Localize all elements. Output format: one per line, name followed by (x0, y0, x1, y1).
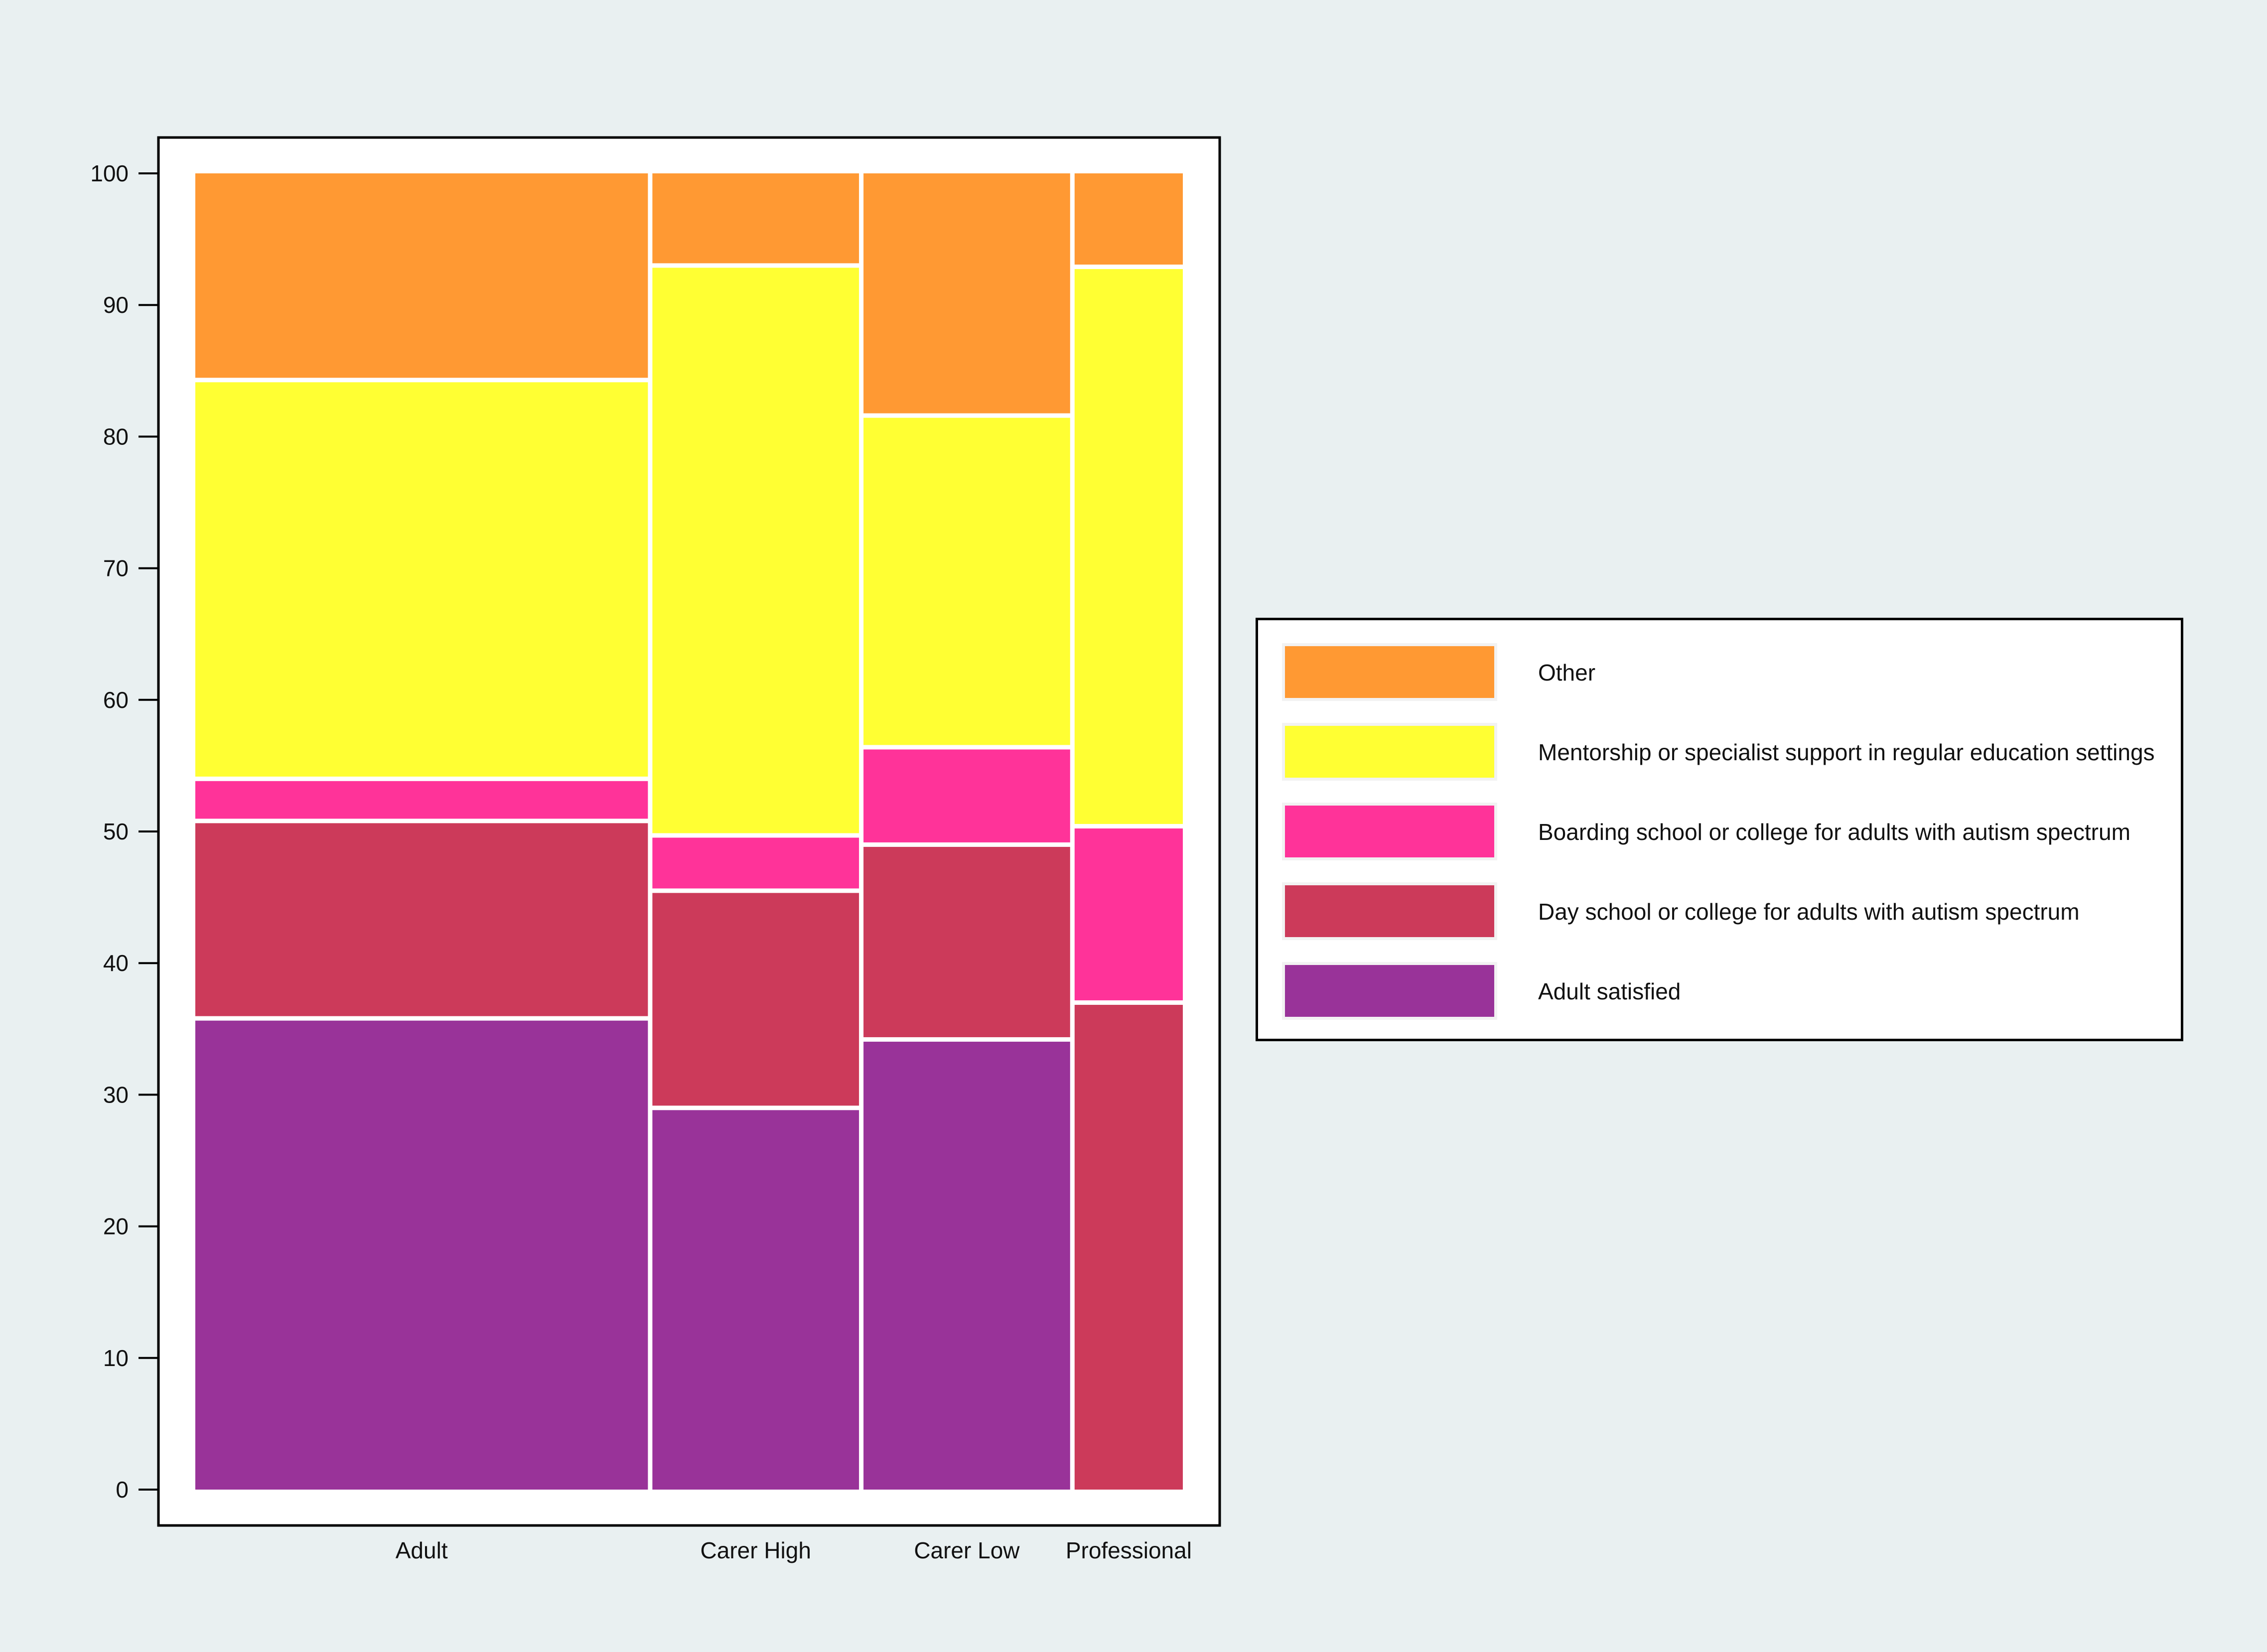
legend-label: Mentorship or specialist support in regu… (1538, 739, 2155, 765)
tile-adult-boarding-school-or-college-for-adults-with-autism-spectrum (195, 781, 648, 819)
tile-carer-low-boarding-school-or-college-for-adults-with-autism-spectrum (863, 749, 1070, 842)
tile-carer-low-mentorship-or-specialist-support-in-regular-education-settings (863, 417, 1070, 745)
tile-professional-day-school-or-college-for-adults-with-autism-spectrum (1074, 1004, 1183, 1490)
legend-item-adult-satisfied: Adult satisfied (1282, 962, 2169, 1022)
y-tick-label-20: 20 (103, 1214, 129, 1239)
y-tick-label-60: 60 (103, 687, 129, 713)
legend-swatch (1282, 643, 1497, 701)
tile-carer-high-adult-satisfied (652, 1110, 859, 1490)
y-tick-label-90: 90 (103, 292, 129, 318)
x-tick-label-carer-high: Carer High (701, 1537, 811, 1563)
tile-carer-low-adult-satisfied (863, 1041, 1070, 1490)
mosaic-tiles (195, 173, 1183, 1490)
x-tick-label-professional: Professional (1066, 1537, 1192, 1563)
y-tick-label-10: 10 (103, 1345, 129, 1371)
tile-carer-high-mentorship-or-specialist-support-in-regular-education-settings (652, 268, 859, 833)
y-tick-label-50: 50 (103, 819, 129, 844)
tile-adult-adult-satisfied (195, 1020, 648, 1490)
tile-carer-high-day-school-or-college-for-adults-with-autism-spectrum (652, 893, 859, 1106)
tile-adult-day-school-or-college-for-adults-with-autism-spectrum (195, 823, 648, 1016)
tile-carer-low-day-school-or-college-for-adults-with-autism-spectrum (863, 846, 1070, 1037)
legend-item-day-school-or-college-for-adults-with-autism-spectrum: Day school or college for adults with au… (1282, 882, 2169, 942)
legend-swatch (1282, 723, 1497, 781)
tile-carer-high-boarding-school-or-college-for-adults-with-autism-spectrum (652, 837, 859, 889)
legend-item-other: Other (1282, 643, 2169, 703)
legend-label: Day school or college for adults with au… (1538, 899, 2080, 925)
legend-label: Other (1538, 660, 1596, 686)
legend-swatch (1282, 882, 1497, 940)
tile-professional-other (1074, 173, 1183, 265)
tile-carer-high-other (652, 173, 859, 264)
legend-item-boarding-school-or-college-for-adults-with-autism-spectrum: Boarding school or college for adults wi… (1282, 803, 2169, 862)
y-tick-label-70: 70 (103, 555, 129, 581)
legend-label: Adult satisfied (1538, 978, 1681, 1004)
tile-adult-other (195, 173, 648, 378)
legend-swatch (1282, 803, 1497, 860)
legend-swatch (1282, 962, 1497, 1020)
legend-item-mentorship-or-specialist-support-in-regular-education-settings: Mentorship or specialist support in regu… (1282, 723, 2169, 783)
y-axis: 0 10 20 30 40 50 60 70 80 90 100 (90, 160, 158, 1503)
tile-professional-boarding-school-or-college-for-adults-with-autism-spectrum (1074, 828, 1183, 1000)
tile-carer-low-other (863, 173, 1070, 413)
x-tick-label-carer-low: Carer Low (914, 1537, 1020, 1563)
y-tick-label-100: 100 (90, 160, 129, 186)
legend-label: Boarding school or college for adults wi… (1538, 819, 2130, 845)
y-tick-label-80: 80 (103, 423, 129, 449)
x-axis: Adult Carer High Carer Low Professional (396, 1537, 1192, 1563)
tile-adult-mentorship-or-specialist-support-in-regular-education-settings (195, 382, 648, 777)
tile-professional-mentorship-or-specialist-support-in-regular-education-settings (1074, 269, 1183, 824)
y-tick-label-40: 40 (103, 950, 129, 976)
x-tick-label-adult: Adult (396, 1537, 448, 1563)
legend: Other Mentorship or specialist support in… (1256, 618, 2183, 1041)
y-tick-label-30: 30 (103, 1082, 129, 1107)
y-tick-label-0: 0 (116, 1477, 129, 1503)
